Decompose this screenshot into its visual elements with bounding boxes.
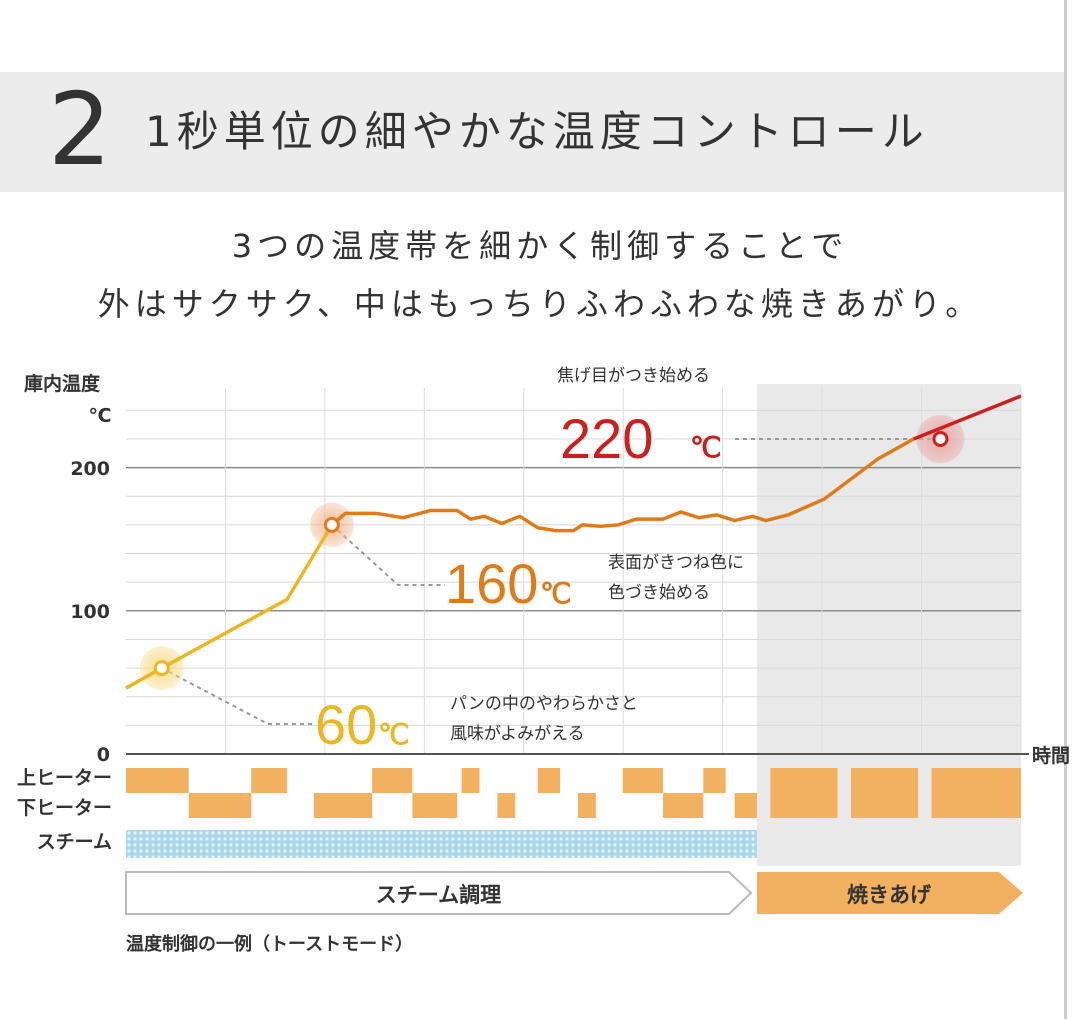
- row-label-steam: スチーム: [37, 831, 112, 853]
- full-heater-block-1: [850, 768, 919, 818]
- annotation-220-caption: 焦げ目がつき始める: [557, 366, 710, 386]
- upper-heater-block-6: [703, 768, 726, 793]
- lower-heater-block-3: [497, 793, 516, 818]
- series-line-ramp: [125, 523, 334, 690]
- lower-heater-block-5: [663, 793, 704, 818]
- annotation-220-unit: ℃: [690, 432, 721, 463]
- annotation-60-caption-2: 風味がよみがえる: [450, 724, 585, 744]
- annotation-160-caption-1: 表面がきつね色に: [608, 553, 744, 573]
- phase-arrow-steam: [125, 871, 753, 915]
- annotation-160-caption-2: 色づき始める: [608, 583, 710, 603]
- leader-line-160: [331, 524, 445, 586]
- subtitle-line-2: 外はサクサク、中はもっちりふわふわな焼きあがり。: [97, 285, 983, 323]
- marker-220: [932, 430, 949, 447]
- marker-60: [153, 660, 170, 677]
- y-tick-0: 0: [97, 744, 110, 766]
- chart-caption: 温度制御の一例（トーストモード）: [126, 933, 413, 955]
- annotation-60-value: 60: [315, 693, 377, 756]
- section-number: 2: [48, 71, 112, 188]
- lower-heater-block-2: [412, 793, 458, 818]
- y-tick-200: 200: [70, 458, 110, 480]
- header-band: [0, 72, 1064, 192]
- lower-heater-block-1: [313, 793, 373, 818]
- upper-heater-block-3: [461, 768, 480, 793]
- upper-heater-block-1: [251, 768, 288, 793]
- annotation-160-value: 160: [445, 552, 538, 615]
- lower-heater-block-4: [577, 793, 596, 818]
- y-tick-100: 100: [70, 601, 110, 623]
- row-label-lower-heater: 下ヒーター: [17, 797, 112, 819]
- annotation-160-unit: ℃: [540, 578, 571, 609]
- phase-label-steam: スチーム調理: [376, 883, 501, 907]
- series-line-steam-hold: [330, 437, 915, 533]
- annotation-60-unit: ℃: [378, 719, 409, 750]
- upper-heater-block-4: [537, 768, 561, 793]
- heater-blocks: [126, 768, 1021, 818]
- series-line-browning: [912, 394, 1022, 441]
- section-title: 1秒単位の細やかな温度コントロール: [145, 107, 929, 156]
- y-axis-label: 庫内温度: [24, 372, 101, 395]
- y-axis-unit: ℃: [88, 405, 111, 427]
- leader-line-60: [161, 667, 312, 725]
- row-label-upper-heater: 上ヒーター: [17, 767, 112, 789]
- steam-strip: [126, 830, 757, 858]
- full-heater-block-0: [770, 768, 838, 818]
- upper-heater-block-5: [622, 768, 663, 793]
- lower-heater-block-6: [734, 793, 757, 818]
- temperature-control-chart: 庫内温度 ℃ 200 100 0 時間 60 ℃ パンの中のやわらかさと 風味が…: [17, 366, 1070, 955]
- phase-arrow-bake: [756, 872, 1023, 914]
- grid-lines: [126, 388, 1022, 754]
- lower-heater-block-0: [188, 793, 252, 818]
- annotation-60-caption-1: パンの中のやわらかさと: [450, 694, 638, 714]
- phase-label-bake: 焼きあげ: [847, 883, 932, 907]
- subtitle-line-1: 3つの温度帯を細かく制御することで: [231, 227, 849, 265]
- annotation-220-value: 220: [560, 407, 653, 470]
- x-axis-label: 時間: [1032, 745, 1070, 767]
- upper-heater-block-2: [372, 768, 413, 793]
- marker-160: [323, 516, 340, 533]
- page-right-border: [1064, 0, 1067, 1019]
- full-heater-block-2: [931, 768, 1021, 818]
- upper-heater-block-0: [126, 768, 189, 793]
